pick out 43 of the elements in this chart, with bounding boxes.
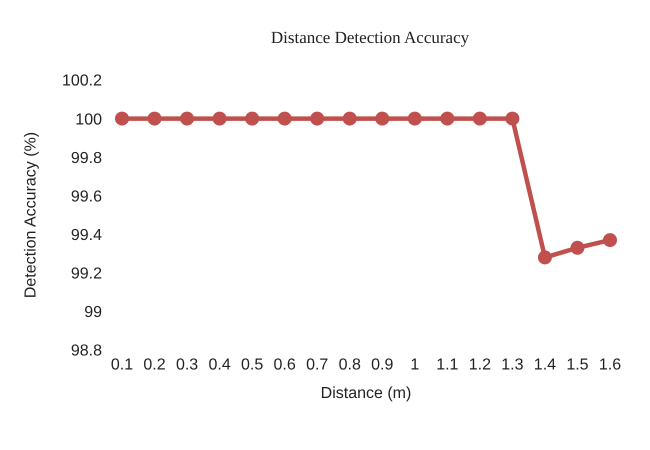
- y-tick-label: 99.2: [70, 266, 102, 283]
- x-tick-label: 0.2: [143, 356, 166, 374]
- point: [245, 112, 260, 126]
- point: [180, 112, 194, 126]
- point: [212, 112, 227, 126]
- x-tick-label: 0.9: [371, 356, 394, 374]
- point: [505, 112, 520, 126]
- point: [603, 233, 617, 248]
- point: [440, 112, 454, 126]
- y-tick-label: 100: [75, 111, 102, 128]
- y-tick-label: 99.6: [70, 188, 102, 206]
- point: [310, 112, 324, 126]
- x-tick-label: 1.3: [501, 356, 524, 374]
- x-tick-label: 1.6: [598, 356, 622, 374]
- x-tick-label: 1.4: [534, 356, 556, 374]
- point: [115, 112, 129, 126]
- point: [538, 250, 552, 264]
- x-tick-label: 0.7: [306, 356, 328, 374]
- x-tick-label: 0.3: [176, 356, 198, 374]
- x-tick-label: 0.1: [110, 356, 134, 374]
- point: [408, 112, 422, 126]
- x-tick-label: 0.6: [274, 356, 296, 374]
- x-tick-label: 1.1: [436, 356, 459, 374]
- x-tick-label: 1.2: [468, 356, 492, 374]
- y-tick-label: 99.4: [70, 226, 102, 244]
- y-tick-label: 99: [84, 304, 102, 322]
- point: [472, 112, 487, 126]
- chart-title: Distance Detection Accuracy: [270, 28, 470, 48]
- point: [375, 112, 390, 126]
- x-tick-label: 1: [410, 356, 420, 374]
- x-tick-label: 0.8: [338, 356, 361, 374]
- y-axis-title: Detection Accuracy (%): [22, 132, 40, 298]
- point: [570, 240, 584, 255]
- y-tick-label: 99.8: [70, 150, 102, 167]
- y-tick-label: 100.2: [62, 72, 102, 90]
- point: [278, 112, 292, 126]
- x-axis-title: Distance (m): [320, 385, 412, 402]
- point: [148, 112, 162, 126]
- x-tick-label: 0.4: [208, 356, 231, 374]
- x-tick-label: 1.5: [566, 356, 589, 374]
- y-tick-label: 98.8: [70, 342, 102, 360]
- point: [342, 112, 357, 126]
- x-tick-label: 0.5: [241, 356, 264, 374]
